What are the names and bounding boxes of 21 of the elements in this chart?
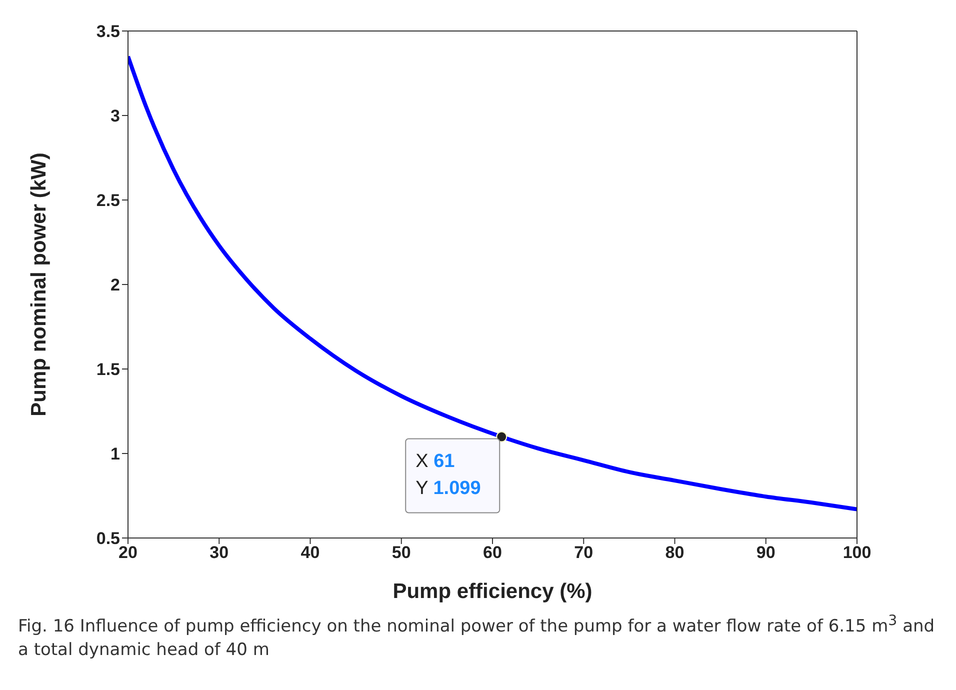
x-tick-label: 30 — [210, 543, 229, 562]
y-tick-label: 1.5 — [96, 360, 120, 380]
annotation: X 61 Y 1.099 — [416, 450, 481, 499]
x-tick-label: 50 — [392, 543, 411, 562]
x-tick-label: 70 — [574, 543, 594, 562]
y-tick-label: 2.5 — [96, 191, 120, 210]
line-series — [128, 54, 857, 512]
x-tick-label: 60 — [483, 543, 502, 562]
y-axis-title: Pump nominal power (kW) — [27, 152, 50, 416]
x-tick-label: 40 — [300, 543, 320, 562]
y-tick-label: 2 — [110, 276, 120, 295]
y-tick-label: 0.5 — [96, 529, 120, 548]
x-tick-label: 100 — [842, 543, 872, 562]
y-tick-label: 3 — [110, 106, 120, 126]
x-tick-label: 90 — [756, 543, 776, 562]
x-tick-label: 20 — [118, 543, 138, 562]
x-axis-title: Pump efficiency (%) — [392, 580, 592, 603]
text: Fig. 16 Influence of pump efficiency on the nominal power of the pump for a water flow rate of 6.15 m$^{3}$ and a total dynamic head of 40 m — [18, 613, 935, 660]
y-tick-label: 1 — [110, 444, 120, 464]
y-tick-label: 3.5 — [96, 22, 120, 42]
x-tick-label: 80 — [665, 543, 684, 562]
